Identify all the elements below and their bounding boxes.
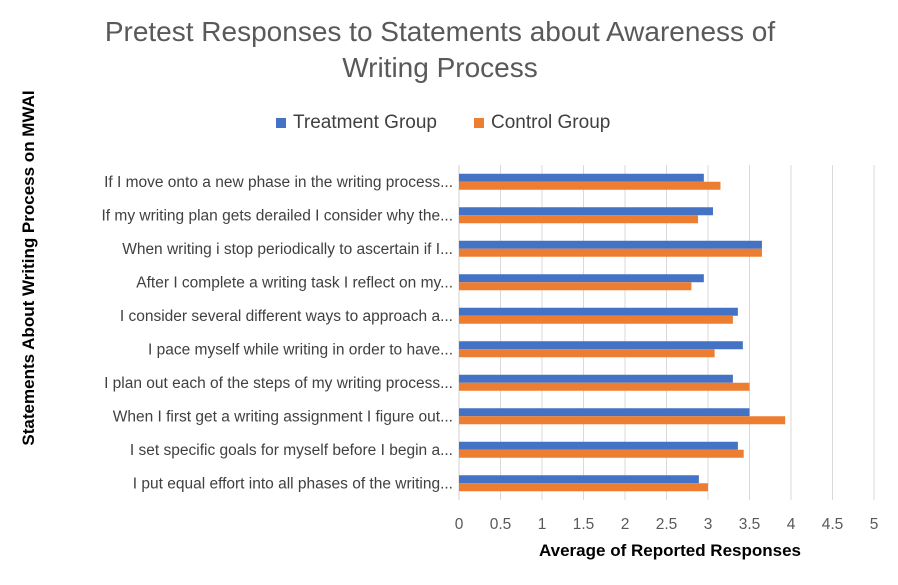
category-label: I pace myself while writing in order to …	[148, 341, 453, 358]
x-tick-label: 3.5	[739, 516, 761, 533]
bar-treatment	[459, 240, 762, 249]
x-tick-label: 2	[621, 516, 630, 533]
x-tick-label: 2.5	[656, 516, 678, 533]
legend: Treatment Group Control Group	[0, 110, 898, 136]
bar-control	[459, 349, 715, 358]
bar-treatment	[459, 441, 738, 450]
category-label: When writing i stop periodically to asce…	[122, 241, 453, 258]
bar-treatment	[459, 274, 704, 283]
bar-treatment	[459, 408, 750, 417]
x-tick-label: 0	[455, 516, 464, 533]
category-label: I put equal effort into all phases of th…	[133, 475, 453, 492]
bar-control	[459, 382, 750, 391]
x-tick-label: 0.5	[490, 516, 512, 533]
x-tick-label: 1	[538, 516, 547, 533]
chart-title: Pretest Responses to Statements about Aw…	[104, 16, 776, 83]
category-label: I plan out each of the steps of my writi…	[104, 375, 453, 392]
bar-treatment	[459, 173, 704, 182]
category-label: I consider several different ways to app…	[120, 308, 453, 325]
legend-item-treatment: Treatment Group	[276, 110, 437, 136]
bar-treatment	[459, 207, 713, 216]
category-label: After I complete a writing task I reflec…	[136, 274, 453, 291]
legend-item-control: Control Group	[474, 110, 610, 136]
bar-treatment	[459, 374, 733, 383]
category-label: If I move onto a new phase in the writin…	[104, 174, 453, 191]
bar-control	[459, 248, 762, 257]
legend-label-treatment: Treatment Group	[293, 112, 437, 133]
category-label: When I first get a writing assignment I …	[113, 408, 453, 425]
x-axis-title: Average of Reported Responses	[539, 541, 801, 560]
x-tick-label: 1.5	[573, 516, 595, 533]
x-tick-labels: 0 0.5 1 1.5 2 2.5 3 3.5 4 4.5 5	[455, 516, 879, 533]
bar-treatment	[459, 341, 743, 350]
bar-control	[459, 181, 721, 190]
legend-label-control: Control Group	[491, 112, 611, 133]
category-label: If my writing plan gets derailed I consi…	[102, 207, 454, 224]
bar-control	[459, 282, 692, 291]
bars	[459, 173, 786, 492]
x-tick-label: 4.5	[822, 516, 844, 533]
x-tick-label: 4	[787, 516, 796, 533]
category-labels: If I move onto a new phase in the writin…	[102, 174, 454, 493]
x-tick-label: 5	[870, 516, 879, 533]
bar-control	[459, 416, 786, 425]
bar-control	[459, 483, 708, 492]
category-label: I set specific goals for myself before I…	[130, 442, 453, 459]
legend-swatch-control	[474, 118, 484, 128]
bar-control	[459, 449, 744, 458]
x-tick-label: 3	[704, 516, 713, 533]
bar-treatment	[459, 475, 699, 484]
bar-control	[459, 315, 733, 324]
legend-swatch-treatment	[276, 118, 286, 128]
bar-treatment	[459, 307, 738, 316]
bar-control	[459, 215, 699, 224]
